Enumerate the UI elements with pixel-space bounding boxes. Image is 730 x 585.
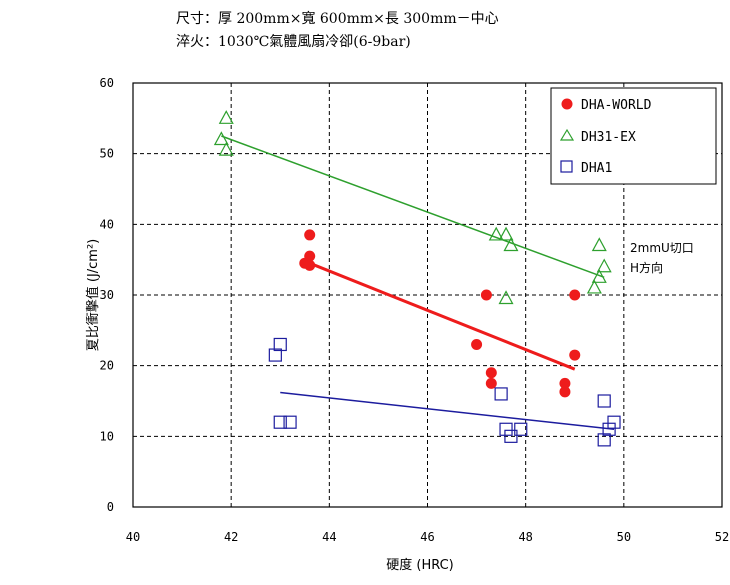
point-dha-world-9 <box>559 386 571 398</box>
chart-header-line-2: 淬火：1030℃氣體風扇冷卻(6-9bar) <box>176 34 411 50</box>
x-tick-labels: 40 42 44 46 48 50 52 <box>126 530 729 544</box>
y-tick-label-30: 30 <box>100 288 114 302</box>
point-dha-world-5 <box>471 338 483 350</box>
y-tick-label-20: 20 <box>100 359 114 373</box>
y-axis-label: 夏比衝擊值 (J/cm²) <box>85 239 101 352</box>
point-dha1-11 <box>602 422 616 436</box>
y-tick-label-10: 10 <box>100 429 114 443</box>
point-dh31-ex-6 <box>498 290 514 305</box>
point-dha1-6 <box>504 429 518 443</box>
point-dha-world-0 <box>304 229 316 241</box>
y-tick-label-40: 40 <box>100 217 114 231</box>
x-tick-label-46: 46 <box>420 530 434 544</box>
legend-box <box>550 87 717 185</box>
x-tick-label-40: 40 <box>126 530 140 544</box>
legend-marker-dha-world <box>561 98 573 110</box>
point-dha-world-3 <box>304 259 316 271</box>
point-dh31-ex-7 <box>591 237 607 252</box>
point-dha1-8 <box>597 394 611 408</box>
trendlines <box>221 135 615 431</box>
x-axis-label: 硬度 (HRC) <box>386 557 454 573</box>
point-dha-world-8 <box>559 377 571 389</box>
legend-marker-dha1 <box>560 160 573 173</box>
point-dh31-ex-1 <box>213 131 229 146</box>
y-tick-labels: 0 10 20 30 40 50 60 <box>100 76 114 514</box>
legend-label-dh31-ex: DH31-EX <box>581 130 636 145</box>
point-dha-world-6 <box>485 367 497 379</box>
point-dh31-ex-2 <box>218 141 234 156</box>
y-tick-label-60: 60 <box>100 76 114 90</box>
trendline-dha1 <box>280 391 615 431</box>
y-tick-label-50: 50 <box>100 147 114 161</box>
point-dha1-3 <box>283 415 297 429</box>
point-dha1-1 <box>273 337 287 352</box>
point-dha-world-4 <box>480 289 492 301</box>
grid <box>133 83 722 507</box>
legend: DHA-WORLD DH31-EX DHA1 <box>550 87 717 185</box>
point-dha1-4 <box>494 387 508 401</box>
point-dha1-9 <box>597 433 611 447</box>
point-dha-world-10 <box>569 289 581 301</box>
x-tick-label-44: 44 <box>322 530 336 544</box>
point-dha-world-7 <box>485 377 497 389</box>
chart-header-line-1: 尺寸：厚 200mm×寬 600mm×長 300mm－中心 <box>176 11 499 27</box>
notch-annotation-line-2: H方向 <box>630 260 663 275</box>
x-tick-label-52: 52 <box>715 530 729 544</box>
notch-annotation-line-1: 2mmU切口 <box>630 241 694 255</box>
point-dha1-5 <box>499 422 513 436</box>
point-dh31-ex-3 <box>488 226 504 241</box>
trendline-dh31-ex <box>221 135 605 279</box>
point-dha1-0 <box>268 348 282 362</box>
x-tick-label-48: 48 <box>518 530 532 544</box>
data-points <box>213 110 621 447</box>
point-dha-world-11 <box>569 349 581 361</box>
legend-label-dha-world: DHA-WORLD <box>581 98 652 113</box>
legend-marker-dh31-ex <box>559 128 575 141</box>
point-dh31-ex-8 <box>596 258 612 273</box>
point-dh31-ex-0 <box>218 110 234 124</box>
legend-label-dha1: DHA1 <box>581 161 612 176</box>
y-tick-label-0: 0 <box>107 500 114 514</box>
x-tick-label-50: 50 <box>617 530 631 544</box>
point-dha1-10 <box>607 415 621 429</box>
point-dha1-2 <box>273 415 287 429</box>
point-dha1-7 <box>514 422 528 436</box>
x-tick-label-42: 42 <box>224 530 238 544</box>
point-dh31-ex-10 <box>586 279 602 294</box>
trendline-dha-world <box>309 261 576 371</box>
point-dh31-ex-4 <box>498 226 514 241</box>
point-dh31-ex-5 <box>503 237 519 252</box>
point-dh31-ex-9 <box>591 269 607 283</box>
